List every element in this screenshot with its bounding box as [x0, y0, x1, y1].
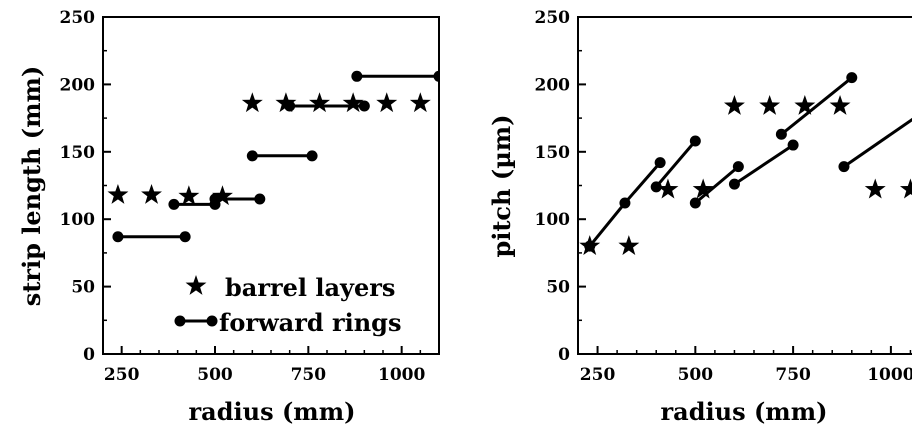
barrel-layer-star: [141, 183, 162, 204]
x-tick-label: 750: [775, 365, 811, 385]
barrel-layer-star: [376, 92, 398, 113]
forward-ring-point: [846, 72, 858, 84]
plot-frame: [577, 16, 912, 355]
x-axis-label: radius (mm): [661, 397, 828, 426]
forward-ring-point: [787, 139, 799, 151]
forward-ring-point: [775, 128, 787, 140]
legend-label-forward: forward rings: [219, 308, 401, 337]
forward-ring-point: [358, 100, 370, 112]
barrel-layer-star: [759, 94, 781, 115]
forward-ring-line: [843, 117, 912, 168]
y-tick-label: 200: [535, 75, 571, 95]
forward-ring-point: [654, 157, 666, 169]
barrel-layer-star: [618, 235, 640, 256]
barrel-layer-star: [275, 92, 297, 113]
y-tick-label: 0: [558, 345, 570, 365]
x-tick-label: 1000: [867, 365, 912, 385]
forward-ring-point: [689, 135, 701, 147]
barrel-layer-star: [864, 178, 886, 199]
barrel-layer-star: [829, 94, 851, 115]
barrel-layer-star: [899, 178, 912, 199]
y-tick-label: 100: [60, 210, 96, 230]
y-tick-label: 0: [83, 345, 95, 365]
legend: barrel layers forward rings: [174, 273, 401, 337]
y-tick-label: 150: [60, 143, 96, 163]
x-tick-label: 1000: [378, 365, 425, 385]
y-tick-label: 100: [535, 210, 571, 230]
legend-star-marker: [185, 275, 207, 295]
legend-dot-marker: [206, 315, 218, 327]
forward-ring-point: [179, 231, 191, 243]
forward-ring-point: [351, 70, 363, 82]
barrel-layer-star: [409, 92, 431, 113]
plot-area: [107, 70, 439, 243]
y-tick-label: 150: [535, 143, 571, 163]
x-tick-label: 500: [678, 365, 714, 385]
barrel-layer-star: [107, 183, 129, 204]
legend-label-barrel: barrel layers: [225, 273, 395, 302]
y-tick-label: 50: [71, 278, 95, 298]
barrel-layer-star: [342, 92, 364, 113]
barrel-layer-star: [241, 92, 263, 113]
barrel-layer-star: [723, 94, 745, 115]
panel-pitch: 0 50 100 150 200 250 250 500 750 1000 radius (mm) p…: [487, 8, 912, 426]
barrel-layer-star: [212, 185, 233, 206]
barrel-layer-star: [178, 185, 200, 206]
forward-ring-point: [650, 181, 662, 193]
forward-ring-point: [689, 197, 701, 209]
y-tick-label: 200: [60, 75, 96, 95]
forward-ring-point: [728, 178, 740, 190]
forward-ring-point: [838, 161, 850, 173]
barrel-layer-star: [794, 94, 816, 115]
x-axis-label: radius (mm): [189, 397, 356, 426]
forward-ring-point: [168, 198, 180, 210]
forward-ring-point: [306, 150, 318, 162]
barrel-layer-star: [309, 92, 330, 113]
panel-strip-length: 0 50 100 150 200 250 250 500 750 1000 radius (mm) s…: [17, 8, 440, 426]
x-tick-label: 250: [104, 365, 140, 385]
forward-ring-line: [694, 165, 740, 205]
forward-ring-line: [780, 76, 853, 136]
barrel-layer-star: [692, 178, 714, 199]
forward-ring-point: [433, 70, 439, 82]
plot-frame: [102, 16, 440, 355]
x-tick-label: 250: [580, 365, 616, 385]
y-tick-label: 250: [60, 8, 96, 28]
barrel-layer-star: [579, 235, 601, 256]
y-axis-label: strip length (mm): [17, 66, 46, 307]
x-tick-label: 750: [291, 365, 327, 385]
legend-dot-marker: [174, 315, 186, 327]
forward-ring-point: [619, 197, 631, 209]
forward-ring-point: [254, 193, 266, 205]
forward-ring-point: [246, 150, 258, 162]
y-tick-label: 50: [546, 278, 570, 298]
y-tick-label: 250: [535, 8, 571, 28]
forward-ring-line: [655, 140, 697, 188]
forward-ring-point: [732, 161, 744, 173]
x-tick-label: 500: [197, 365, 233, 385]
forward-ring-line: [733, 143, 794, 186]
plot-area: [579, 72, 912, 256]
barrel-layer-star: [657, 178, 679, 199]
y-axis-label: pitch (µm): [487, 114, 516, 257]
forward-ring-point: [112, 231, 124, 243]
